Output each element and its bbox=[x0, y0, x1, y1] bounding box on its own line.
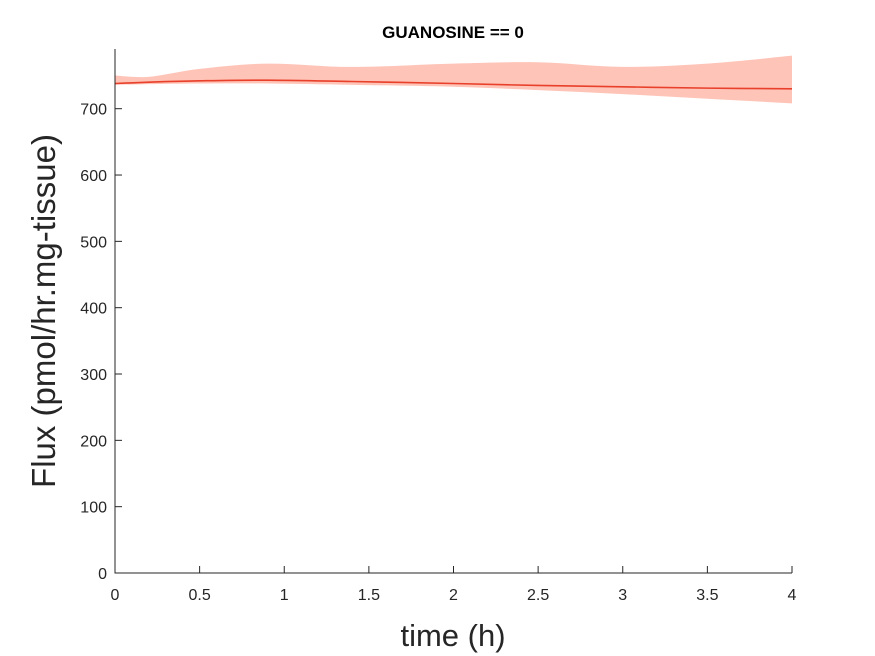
y-tick-label: 400 bbox=[80, 301, 107, 318]
y-tick-label: 300 bbox=[80, 367, 107, 384]
x-axis-ticks: 0 0.5 1 1.5 2 2.5 3 3.5 4 bbox=[111, 566, 797, 604]
y-tick-label: 700 bbox=[80, 102, 107, 119]
axes-background bbox=[115, 49, 792, 573]
chart-title: GUANOSINE == 0 bbox=[382, 23, 524, 42]
x-tick-label: 3.5 bbox=[696, 587, 718, 604]
series-line bbox=[114, 79, 793, 90]
x-tick-label: 0 bbox=[111, 587, 120, 604]
x-tick-label: 0.5 bbox=[189, 587, 211, 604]
confidence-band bbox=[115, 55, 792, 104]
y-tick-label: 500 bbox=[80, 234, 107, 251]
x-tick-label: 3 bbox=[618, 587, 627, 604]
y-axis-ticks: 0 100 200 300 400 500 600 700 bbox=[80, 102, 122, 583]
series-layer bbox=[114, 55, 793, 104]
x-tick-label: 4 bbox=[788, 587, 797, 604]
x-tick-label: 2 bbox=[449, 587, 458, 604]
y-tick-label: 600 bbox=[80, 168, 107, 185]
x-tick-label: 1 bbox=[280, 587, 289, 604]
x-axis-label: time (h) bbox=[400, 618, 505, 653]
y-tick-label: 100 bbox=[80, 500, 107, 517]
y-axis-label: Flux (pmol/hr.mg-tissue) bbox=[25, 134, 62, 488]
plot-area: 0 0.5 1 1.5 2 2.5 3 3.5 4 0 100 200 300 400 500 600 700 bbox=[80, 49, 797, 604]
x-tick-label: 1.5 bbox=[358, 587, 380, 604]
y-tick-label: 0 bbox=[98, 566, 107, 583]
x-tick-label: 2.5 bbox=[527, 587, 549, 604]
y-tick-label: 200 bbox=[80, 433, 107, 450]
